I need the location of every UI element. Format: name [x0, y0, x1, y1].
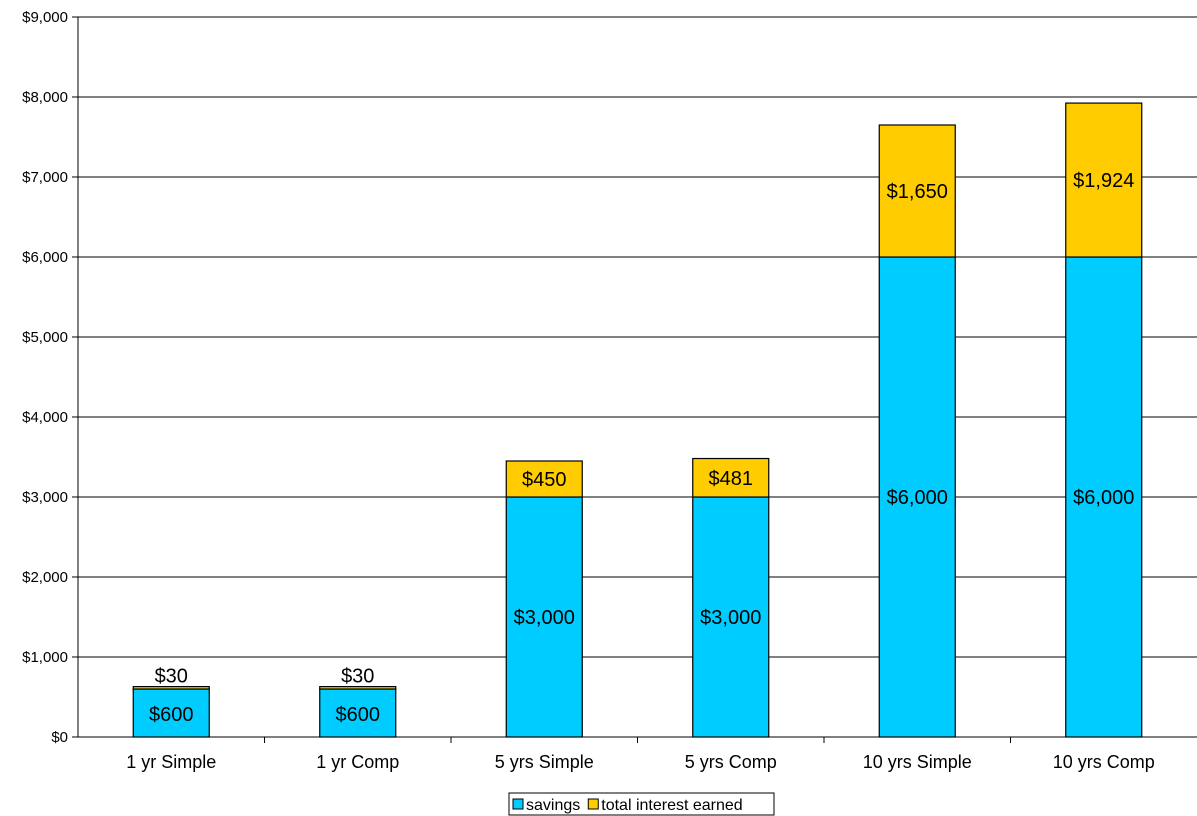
y-tick-label: $5,000 [22, 329, 68, 346]
x-tick-label: 5 yrs Simple [495, 752, 594, 772]
data-labels: $600 $30 $600 $30 $3,000 $450 $3,000 $481 $6,000… [149, 170, 1134, 726]
y-tick-label: $8,000 [22, 89, 68, 106]
x-tick-label: 5 yrs Comp [685, 752, 777, 772]
data-label: $6,000 [887, 487, 948, 509]
data-label: $3,000 [700, 607, 761, 629]
bars [132, 102, 1143, 738]
bar-segment-total-interest-earned [319, 685, 397, 690]
bar-segment-total-interest-earned [878, 124, 956, 258]
bar-segment-total-interest-earned [1065, 102, 1143, 258]
bar-segment-total-interest-earned [692, 457, 770, 498]
legend-box [508, 792, 775, 816]
legend-label: total interest earned [601, 797, 742, 814]
data-label: $450 [522, 469, 567, 491]
axes [72, 16, 1197, 743]
legend-label: savings [526, 797, 580, 814]
data-label: $6,000 [1073, 487, 1134, 509]
y-tick-label: $0 [51, 729, 68, 746]
legend: savings total interest earned [508, 792, 775, 816]
y-tick-label: $6,000 [22, 249, 68, 266]
y-tick-label: $7,000 [22, 169, 68, 186]
bar-segment-total-interest-earned [132, 685, 210, 690]
bar-segment-savings [319, 688, 397, 738]
y-tick-label: $1,000 [22, 649, 68, 666]
x-tick-label: 1 yr Comp [316, 752, 399, 772]
y-tick-label: $9,000 [22, 9, 68, 26]
bar-segment-savings [505, 496, 583, 738]
legend-swatch [587, 798, 599, 810]
legend-swatch [512, 798, 524, 810]
data-label: $30 [155, 666, 188, 688]
y-tick-label: $2,000 [22, 569, 68, 586]
y-tick-label: $4,000 [22, 409, 68, 426]
y-tick-labels: $0 $1,000 $2,000 $3,000 $4,000 $5,000 $6,000 $7… [22, 9, 68, 746]
data-label: $600 [149, 704, 194, 726]
x-tick-label: 10 yrs Comp [1053, 752, 1155, 772]
data-label: $1,650 [887, 181, 948, 203]
bar-segment-savings [1065, 256, 1143, 738]
data-label: $3,000 [514, 607, 575, 629]
data-label: $600 [336, 704, 381, 726]
gridlines [78, 16, 1197, 658]
x-tick-labels: 1 yr Simple 1 yr Comp 5 yrs Simple 5 yrs Co… [126, 752, 1155, 772]
x-tick-label: 1 yr Simple [126, 752, 216, 772]
data-label: $481 [709, 468, 754, 490]
bar-segment-total-interest-earned [505, 460, 583, 498]
data-label: $1,924 [1073, 170, 1134, 192]
x-tick-label: 10 yrs Simple [863, 752, 972, 772]
y-tick-label: $3,000 [22, 489, 68, 506]
bar-segment-savings [132, 688, 210, 738]
data-label: $30 [341, 666, 374, 688]
bar-segment-savings [878, 256, 956, 738]
